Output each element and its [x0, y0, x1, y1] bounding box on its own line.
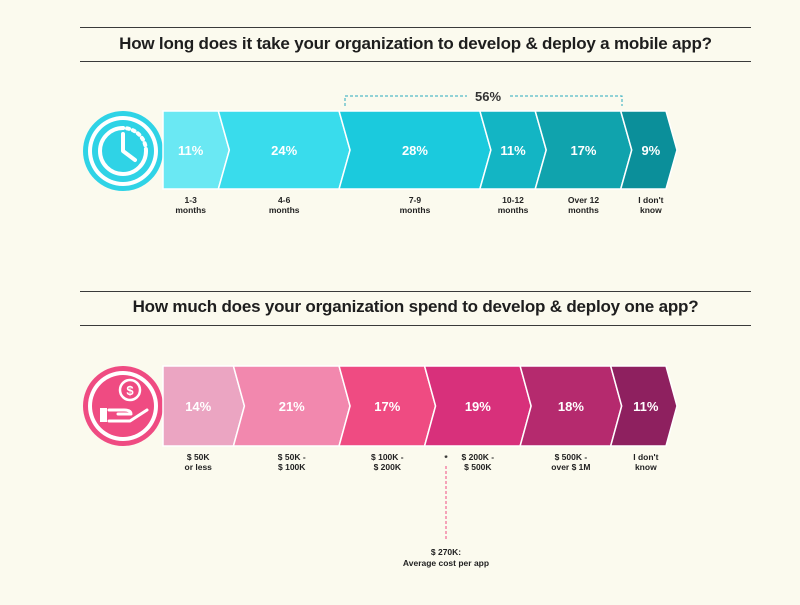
- category-label: $ 50K -: [278, 452, 306, 462]
- average-cost-caption: Average cost per app: [403, 558, 489, 568]
- chart-title: How much does your organization spend to…: [132, 297, 699, 316]
- title-bottom-rule: [80, 61, 751, 62]
- average-cost-marker: * $ 270K: Average cost per app: [403, 453, 489, 568]
- category-label: 1-3: [185, 195, 198, 205]
- category-label: months: [568, 205, 599, 215]
- category-label: $ 500K: [464, 462, 492, 472]
- value-label: 11%: [178, 143, 204, 158]
- bracket-56: 56%: [344, 87, 623, 106]
- svg-text:$: $: [126, 383, 134, 398]
- value-label: 19%: [465, 399, 491, 414]
- value-label: 18%: [558, 399, 584, 414]
- category-label: know: [635, 462, 657, 472]
- money-hand-icon: $: [83, 366, 163, 446]
- category-label: know: [640, 205, 662, 215]
- category-label: $ 50K: [187, 452, 211, 462]
- category-label: $ 100K: [278, 462, 306, 472]
- value-label: 9%: [641, 143, 660, 158]
- category-label: I don't: [638, 195, 663, 205]
- category-label: or less: [185, 462, 213, 472]
- value-label: 17%: [570, 143, 596, 158]
- category-label: 7-9: [409, 195, 422, 205]
- clock-icon: [83, 111, 163, 191]
- category-label: months: [498, 205, 529, 215]
- category-label: over $ 1M: [551, 462, 590, 472]
- category-label: $ 200K: [374, 462, 402, 472]
- category-label: I don't: [633, 452, 658, 462]
- chart-title: How long does it take your organization …: [119, 34, 712, 53]
- category-label: Over 12: [568, 195, 599, 205]
- bar-segment: [619, 110, 678, 190]
- value-label: 14%: [185, 399, 211, 414]
- average-cost-value: $ 270K:: [431, 547, 461, 557]
- category-label: $ 200K -: [462, 452, 495, 462]
- title-top-rule: [80, 27, 751, 28]
- value-label: 28%: [402, 143, 428, 158]
- value-label: 17%: [374, 399, 400, 414]
- category-label: months: [400, 205, 431, 215]
- category-label: 4-6: [278, 195, 291, 205]
- category-label: months: [269, 205, 300, 215]
- bar-segment: [609, 365, 678, 447]
- value-label: 21%: [279, 399, 305, 414]
- time-chart: 11%1-3months24%4-6months28%7-9months11%1…: [83, 87, 678, 215]
- category-label: $ 100K -: [371, 452, 404, 462]
- marker-asterisk: *: [444, 453, 448, 463]
- category-label: months: [175, 205, 206, 215]
- value-label: 11%: [500, 143, 526, 158]
- title-bottom-rule: [80, 325, 751, 326]
- category-label: $ 500K -: [555, 452, 588, 462]
- category-label: 10-12: [502, 195, 524, 205]
- value-label: 24%: [271, 143, 297, 158]
- bracket-label: 56%: [475, 89, 501, 104]
- value-label: 11%: [633, 399, 659, 414]
- title-top-rule: [80, 291, 751, 292]
